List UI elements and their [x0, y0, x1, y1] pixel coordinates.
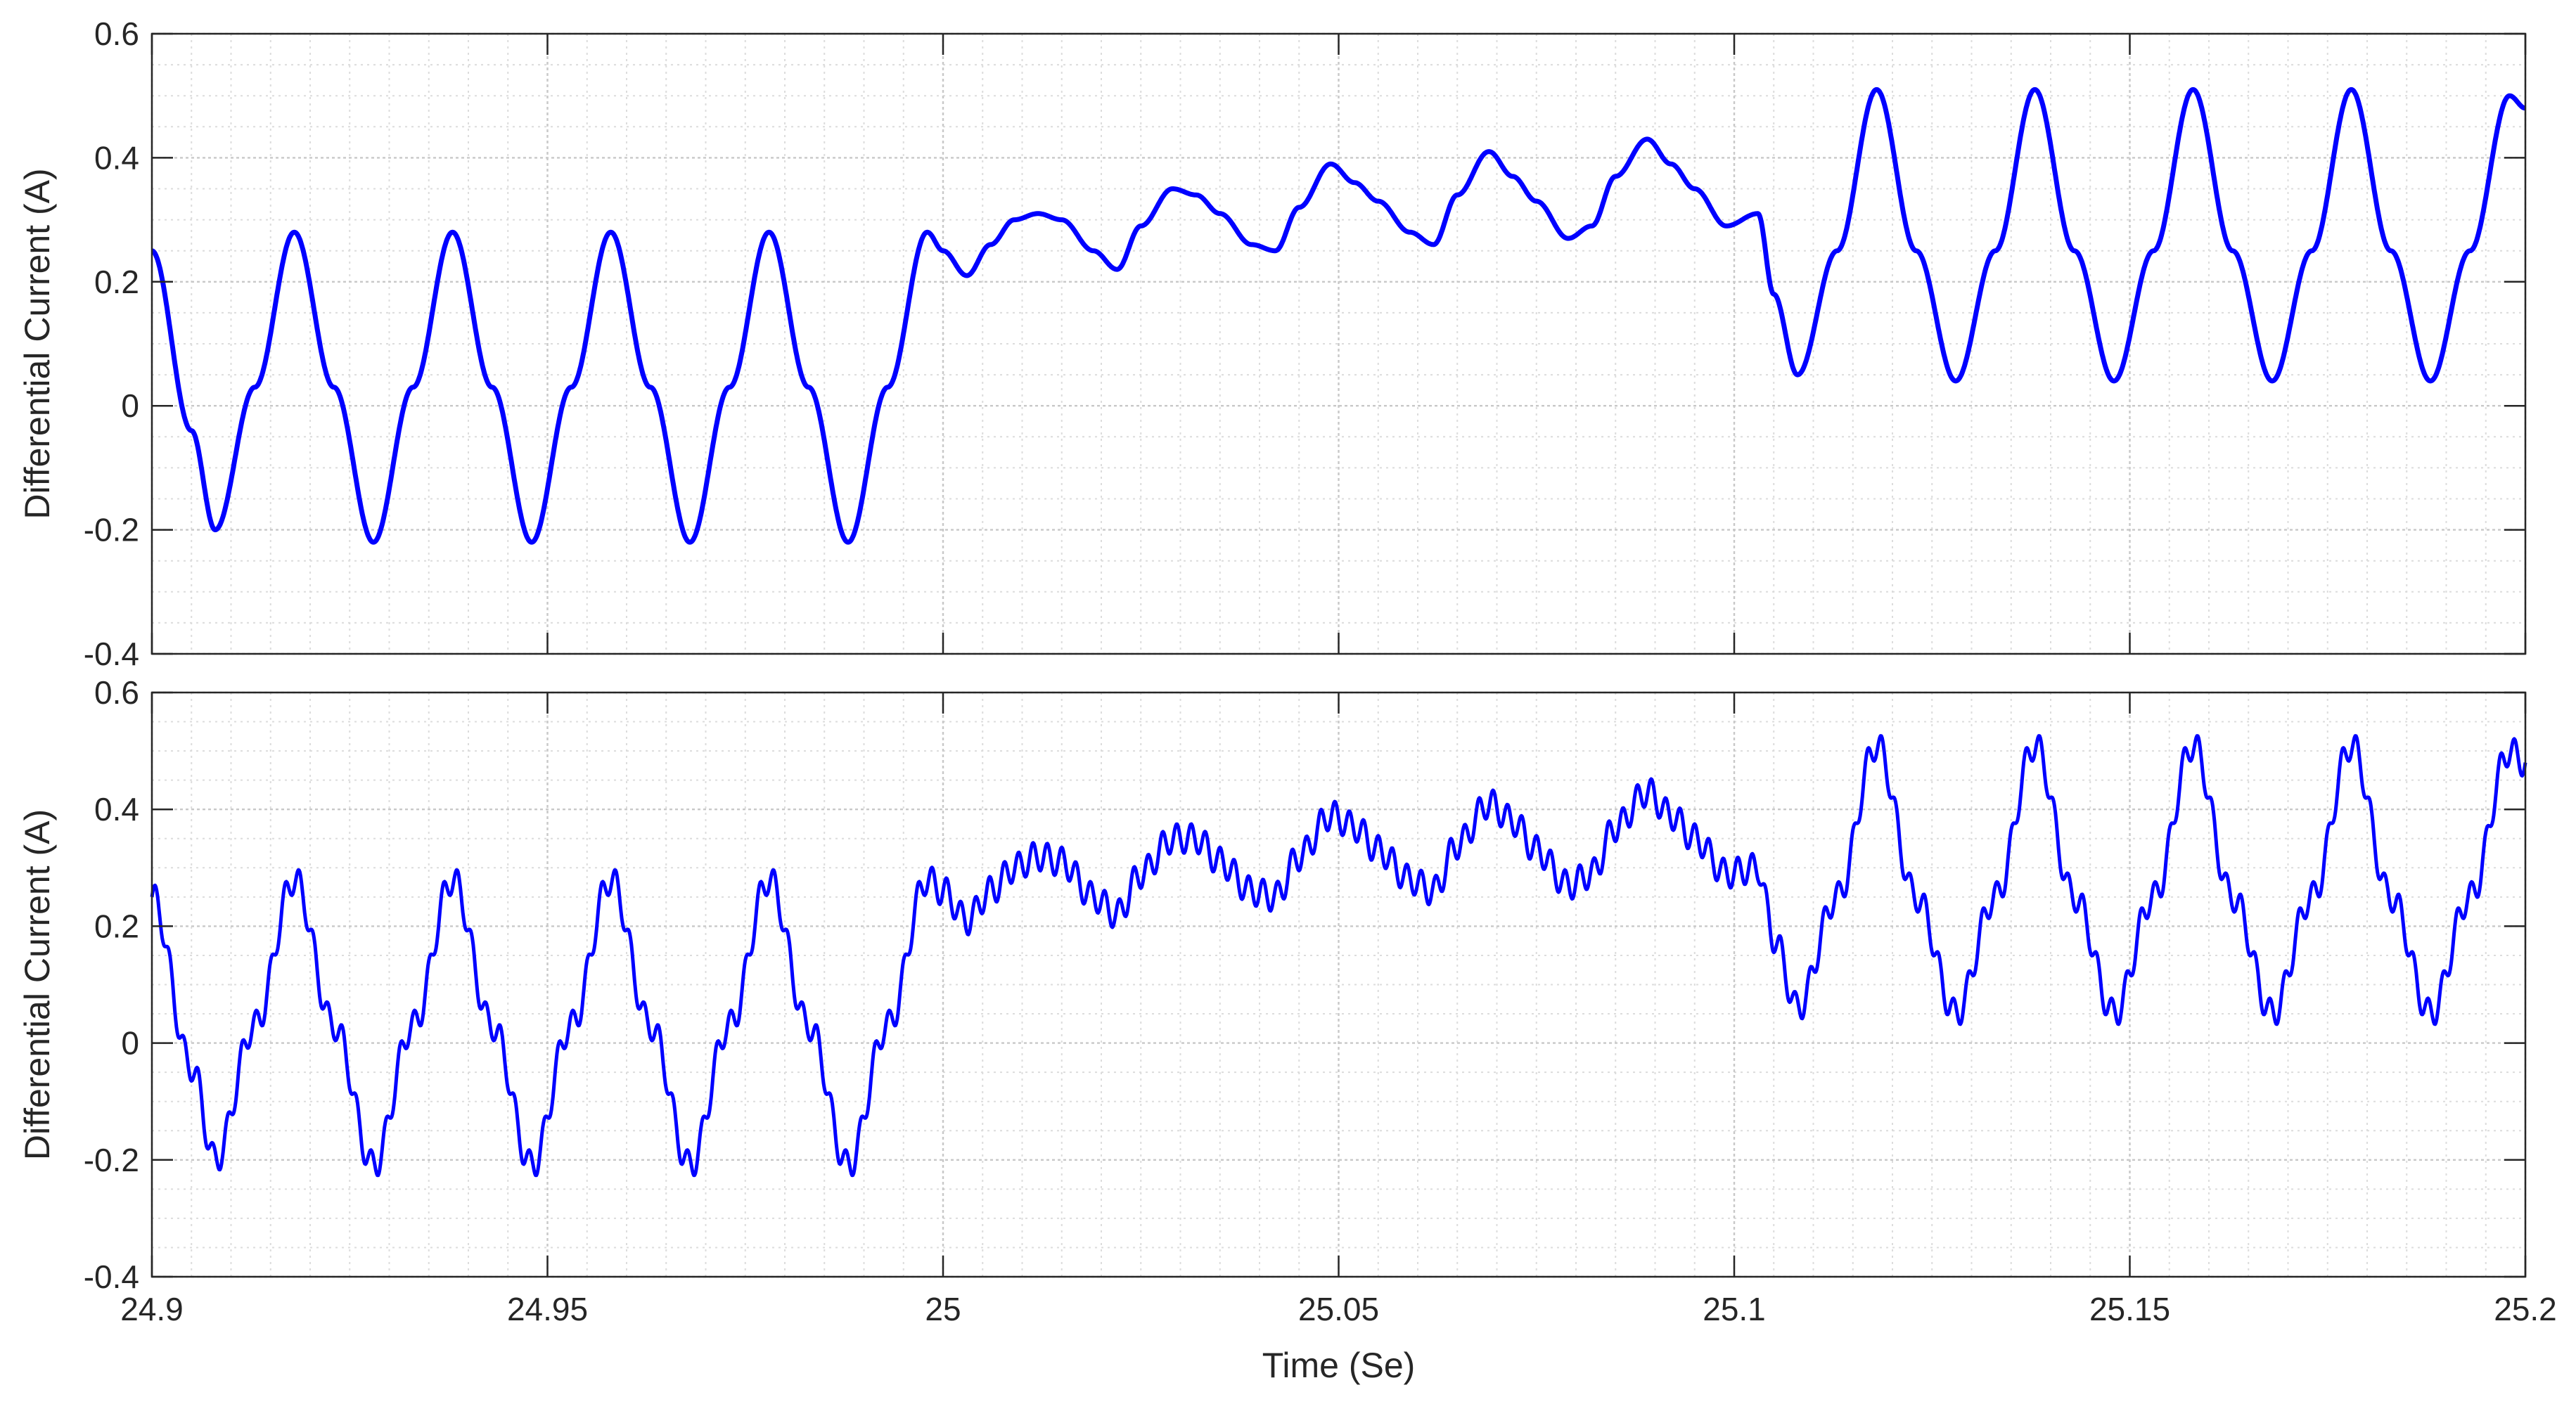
y-tick-label: 0.4 [94, 139, 139, 176]
minor-grid [152, 693, 2525, 1277]
y-tick-label: -0.2 [84, 512, 139, 548]
top-chart-panel: -0.4 -0.2 0 0.2 0.4 0.6 Differential Current (… [18, 15, 2527, 672]
x-axis-label: Time (Se) [1262, 1346, 1416, 1385]
y-axis-label: Differential Current (A) [18, 809, 57, 1160]
y-tick-label: 0.6 [94, 15, 139, 52]
x-tick-label: 25.05 [1298, 1291, 1379, 1327]
x-tick-label: 25 [925, 1291, 961, 1327]
x-tick-label: 25.1 [1703, 1291, 1766, 1327]
x-tick-label: 25.2 [2494, 1291, 2557, 1327]
series-line [150, 86, 2527, 545]
y-tick-label: 0 [121, 387, 139, 424]
y-tick-label: 0.6 [94, 674, 139, 711]
y-axis-label: Differential Current (A) [18, 168, 57, 519]
x-tick-label: 24.9 [120, 1291, 184, 1327]
y-tick-label: -0.4 [84, 1258, 139, 1295]
y-tick-label: 0.2 [94, 264, 139, 300]
y-tick-label: 0.4 [94, 791, 139, 827]
y-tick-label: 0 [121, 1025, 139, 1062]
bottom-chart-panel: -0.4 -0.2 0 0.2 0.4 0.6 24.9 24.95 25 25.05 25.1 25… [18, 674, 2557, 1385]
x-tick-label: 25.15 [2089, 1291, 2170, 1327]
y-tick-label: -0.4 [84, 636, 139, 672]
y-tick-label: -0.2 [84, 1142, 139, 1178]
series-line [150, 734, 2527, 1178]
x-tick-label: 24.95 [507, 1291, 588, 1327]
y-tick-label: 0.2 [94, 908, 139, 944]
